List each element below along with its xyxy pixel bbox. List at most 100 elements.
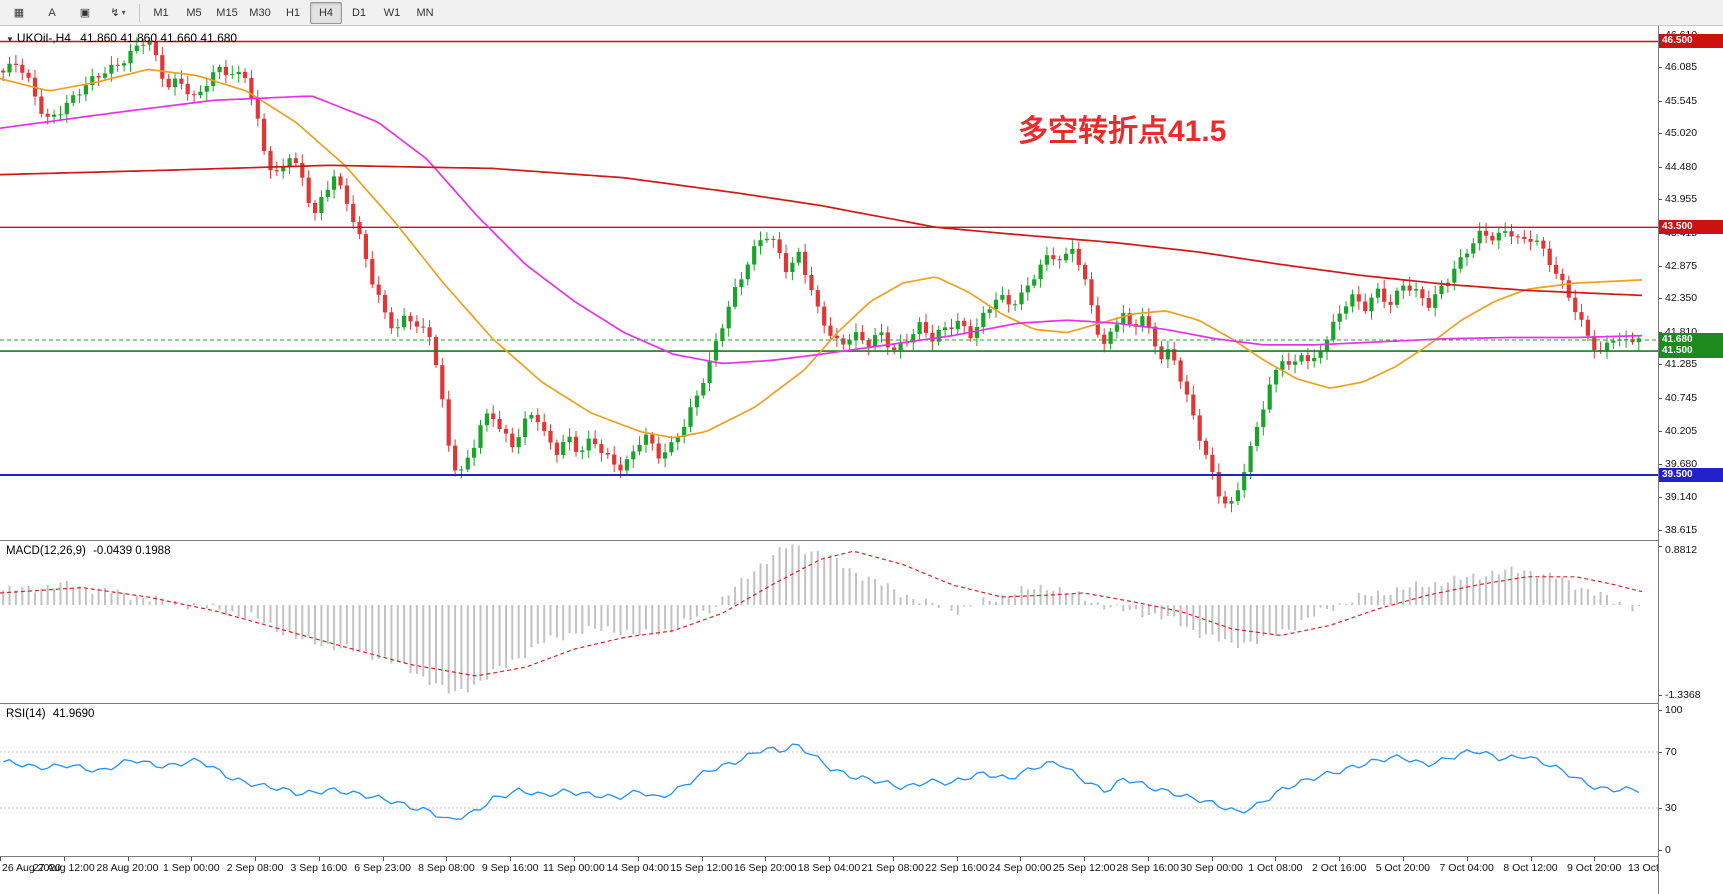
macd-histogram — [2, 544, 1640, 694]
time-axis-separator — [0, 856, 1723, 857]
rsi-line — [2, 743, 1640, 820]
time-axis-label: 8 Oct 12:00 — [1503, 862, 1558, 874]
time-axis-label: 27 Aug 12:00 — [32, 862, 95, 874]
time-tick — [573, 857, 575, 861]
symbol-dropdown-icon[interactable]: ▼ — [6, 35, 14, 44]
price-scale-label: 45.020 — [1665, 127, 1698, 140]
rsi-scale-label: 0 — [1665, 844, 1671, 856]
time-tick — [318, 857, 320, 861]
time-axis-label: 6 Sep 23:00 — [354, 862, 411, 874]
time-tick — [701, 857, 703, 861]
time-axis-label: 1 Oct 08:00 — [1248, 862, 1303, 874]
time-tick — [1084, 857, 1086, 861]
rsi-level-lines — [0, 751, 1658, 809]
time-axis-label: 18 Sep 04:00 — [797, 862, 861, 874]
price-badge: 41.680 — [1659, 332, 1723, 347]
scale-tick — [1659, 497, 1662, 499]
ma-fast-orange — [0, 68, 1643, 439]
time-axis-label: 28 Sep 16:00 — [1116, 862, 1180, 874]
scale-tick — [1659, 265, 1662, 267]
moving-average-lines — [0, 68, 1643, 439]
price-scale-label: 40.205 — [1665, 425, 1698, 438]
scale-tick — [1659, 529, 1662, 531]
macd-indicator-canvas[interactable] — [0, 541, 1658, 703]
time-tick — [1466, 857, 1468, 861]
time-axis-label: 24 Sep 00:00 — [989, 862, 1052, 874]
timeframe-mn-button[interactable]: MN — [416, 6, 434, 19]
ma-mid-magenta — [0, 95, 1643, 365]
time-axis-label: 9 Oct 20:00 — [1567, 862, 1622, 874]
scale-tick — [1659, 199, 1662, 201]
time-tick — [1339, 857, 1341, 861]
time-tick — [1211, 857, 1213, 861]
chart-title: ▼ UKOil-,H4 41.860 41.860 41.660 41.680 — [6, 31, 237, 45]
time-axis-label: 21 Sep 08:00 — [861, 862, 925, 874]
symbol-timeframe-label: UKOil-,H4 — [16, 31, 71, 45]
time-tick — [255, 857, 257, 861]
timeframe-h4-button[interactable]: H4 — [310, 1, 342, 24]
level-lines[interactable] — [0, 40, 1658, 476]
price-scale-label: 38.615 — [1665, 523, 1698, 536]
timeframe-h1-button[interactable]: H1 — [285, 6, 301, 19]
rsi-scale-label: 30 — [1665, 802, 1677, 814]
price-scale-label: 45.545 — [1665, 94, 1698, 107]
macd-scale-label: -1.3368 — [1665, 689, 1701, 702]
time-axis-label: 28 Aug 20:00 — [96, 862, 159, 874]
time-axis-label: 7 Oct 04:00 — [1439, 862, 1494, 874]
scale-tick — [1659, 710, 1662, 711]
time-axis-label: 26 Aug 2020 — [2, 862, 61, 874]
time-tick — [765, 857, 767, 861]
time-axis-label: 9 Sep 16:00 — [481, 862, 539, 874]
macd-indicator-values: -0.0439 0.1988 — [93, 545, 171, 557]
timeframe-w1-button[interactable]: W1 — [383, 6, 401, 19]
price-scale-label: 44.480 — [1665, 160, 1698, 173]
timeframe-m15-button[interactable]: M15 — [216, 6, 238, 19]
ohlc-values: 41.860 41.860 41.660 41.680 — [80, 31, 238, 45]
timeframe-m1-button[interactable]: M1 — [153, 6, 169, 19]
timeframe-m5-button[interactable]: M5 — [186, 6, 202, 19]
time-tick — [510, 857, 512, 861]
time-tick — [1594, 857, 1596, 861]
price-scale-label: 41.285 — [1665, 358, 1698, 371]
price-badge: 41.500 — [1659, 344, 1723, 359]
price-scale-label: 43.955 — [1665, 193, 1698, 206]
price-scale-label: 42.350 — [1665, 292, 1698, 305]
macd-panel-separator[interactable] — [0, 540, 1723, 541]
rsi-indicator-canvas[interactable] — [0, 704, 1658, 856]
time-scale[interactable]: 26 Aug 2020 27 Aug 12:00 28 Aug 20:00 1 Sep… — [0, 857, 1658, 894]
scale-tick — [1659, 808, 1662, 809]
macd-indicator-name: MACD(12,26,9) — [6, 545, 86, 557]
time-tick — [829, 857, 830, 861]
chart-annotation-text: 多空转折点41.5 — [1018, 115, 1227, 148]
time-tick — [1530, 857, 1532, 861]
time-tick — [1020, 857, 1022, 861]
template-icon[interactable]: ▣ — [79, 7, 91, 19]
time-tick — [127, 857, 129, 861]
toolbar-separator — [139, 3, 140, 22]
indicators-dropdown-icon[interactable]: ↯ ▾ — [110, 7, 126, 19]
time-tick — [63, 857, 65, 861]
price-badge: 39.500 — [1659, 467, 1723, 482]
windows-tile-icon[interactable]: ▦ — [13, 7, 25, 19]
rsi-panel-separator[interactable] — [0, 703, 1723, 704]
time-tick — [0, 857, 1, 861]
main-chart-canvas[interactable] — [0, 26, 1658, 540]
scale-tick — [1659, 331, 1662, 333]
time-tick — [446, 857, 448, 861]
time-tick — [637, 857, 639, 861]
timeframe-buttons-group: M1 M5 M15 M30 H1 H4 D1 W1 MN — [145, 1, 441, 24]
price-scale-label: 46.085 — [1665, 61, 1698, 74]
time-axis-label: 30 Sep 00:00 — [1180, 862, 1243, 874]
price-scale[interactable]: 46.61046.08545.54545.02044.48043.95543.4… — [1659, 26, 1723, 894]
time-axis-label: 3 Sep 16:00 — [290, 862, 348, 874]
scale-tick — [1659, 463, 1662, 465]
time-axis-label: 15 Sep 12:00 — [670, 862, 733, 874]
scale-tick — [1659, 695, 1662, 697]
timeframe-d1-button[interactable]: D1 — [351, 6, 367, 19]
text-label-tool[interactable]: A — [48, 6, 56, 19]
time-axis-label: 5 Oct 20:00 — [1375, 862, 1431, 874]
timeframe-m30-button[interactable]: M30 — [249, 6, 271, 19]
time-axis-label: 11 Sep 00:00 — [543, 862, 605, 874]
price-badge: 46.500 — [1659, 34, 1723, 49]
